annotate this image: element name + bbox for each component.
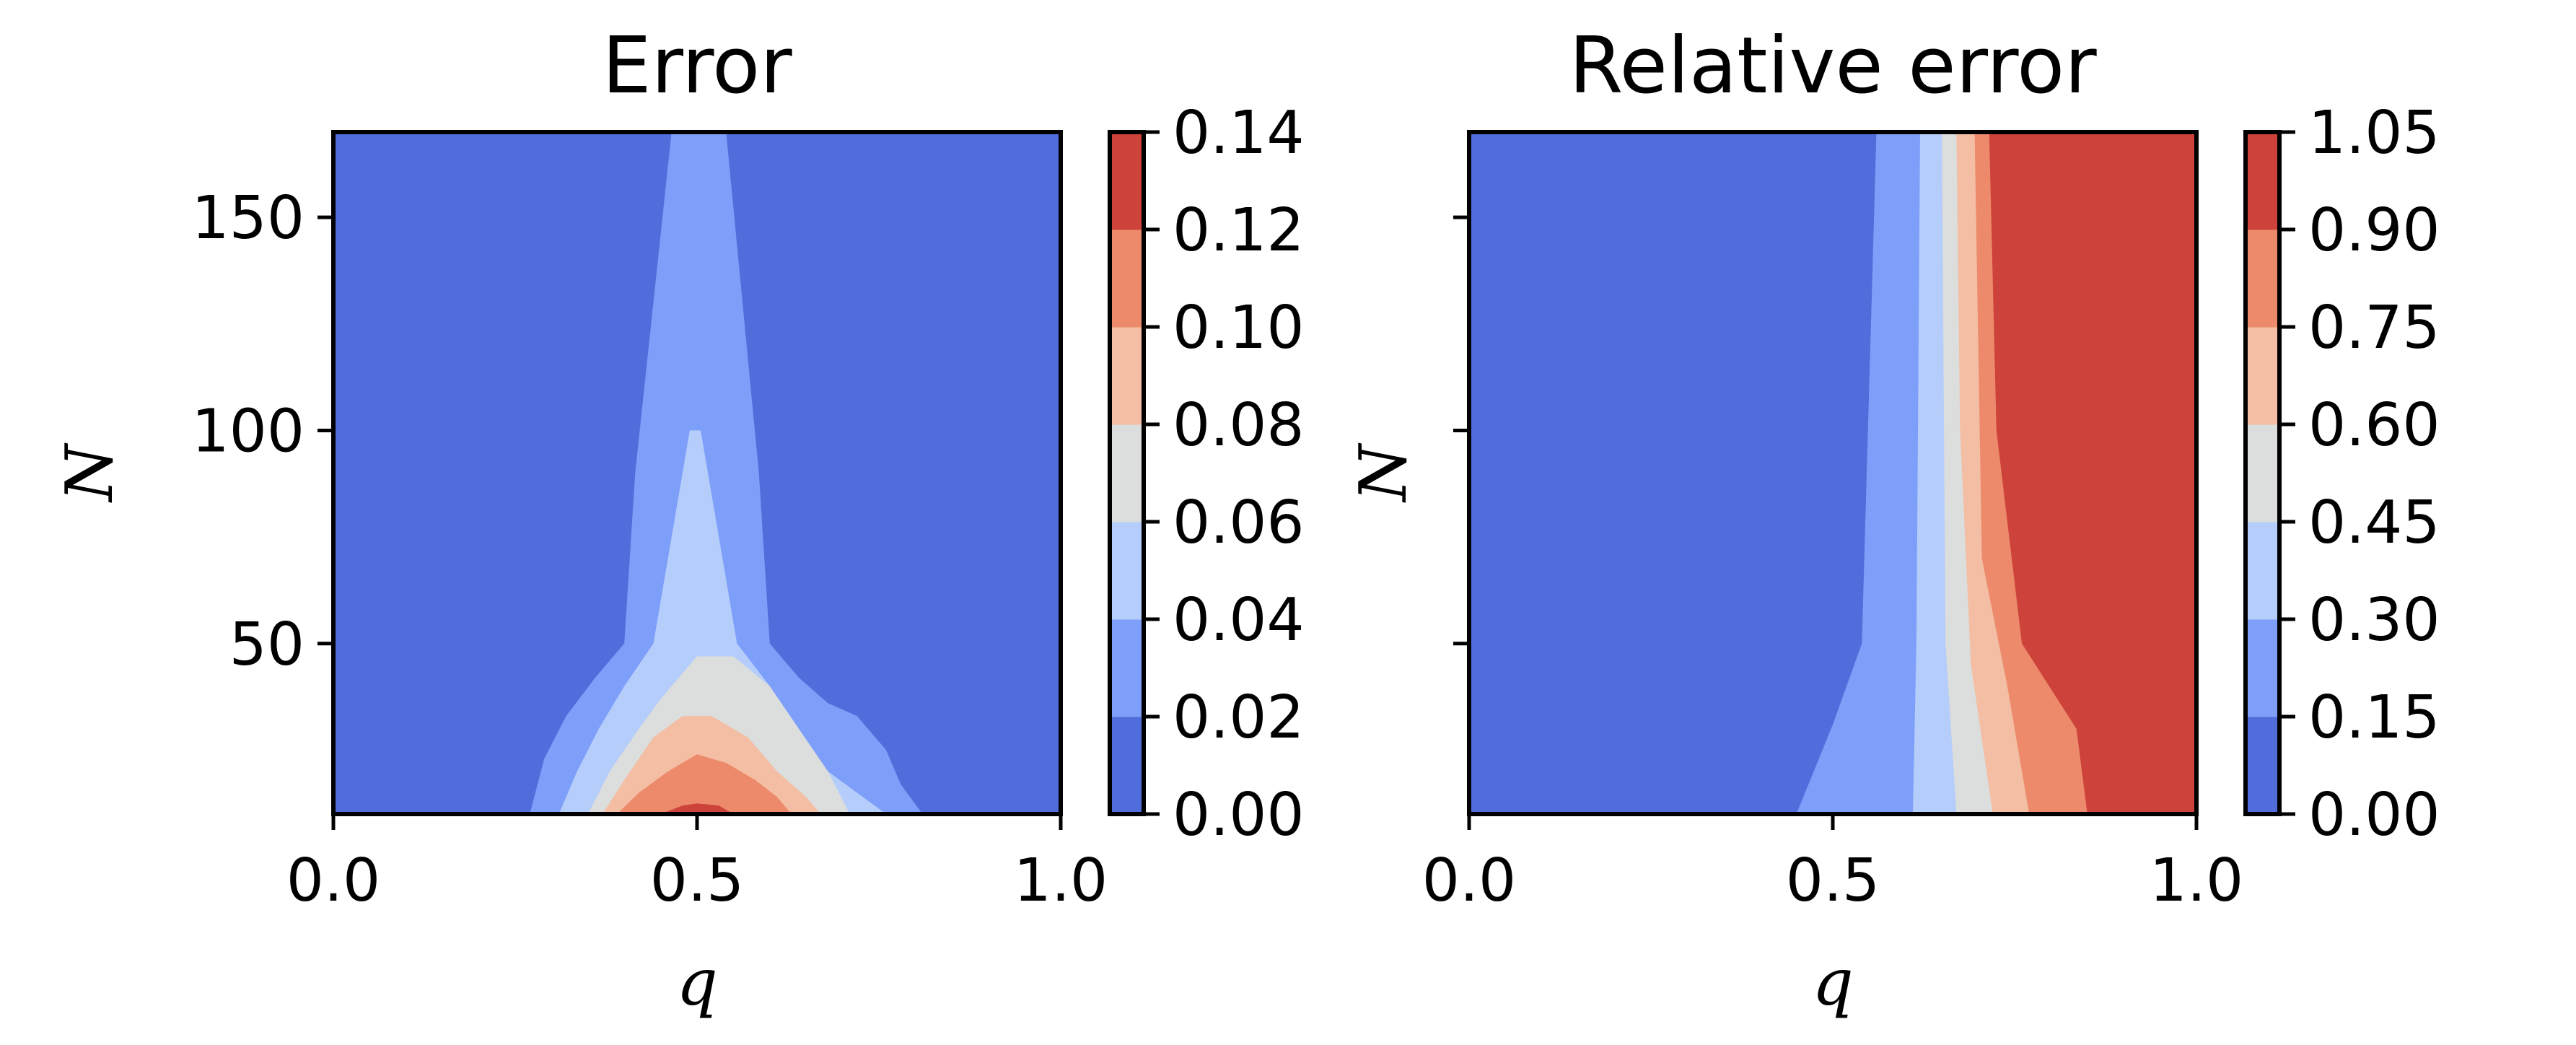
- error-band-6: [660, 803, 734, 814]
- error-colorbar-segment: [1110, 327, 1144, 425]
- error-colorbar-tick-label: 0.14: [1173, 99, 1305, 167]
- relative-error-x-tick-label: 1.0: [2150, 847, 2243, 915]
- error-title: Error: [602, 21, 792, 111]
- error-y-tick-label: 100: [191, 397, 305, 465]
- error-y-tick-label: 150: [191, 184, 305, 253]
- relative-error-colorbar-tick-label: 0.00: [2308, 781, 2440, 849]
- error-colorbar-segment: [1110, 717, 1144, 815]
- error-x-tick-label: 0.0: [286, 847, 380, 915]
- error-colorbar-segment: [1110, 229, 1144, 328]
- error-x-tick-label: 0.5: [650, 847, 744, 915]
- error-colorbar-tick-label: 0.02: [1173, 683, 1305, 752]
- error-colorbar-tick-label: 0.06: [1173, 489, 1305, 557]
- relative-error-title: Relative error: [1569, 21, 2097, 111]
- relative-error-colorbar: 0.00 0.15 0.30 0.45 0.60 0.75 0.90 1.05: [2243, 99, 2440, 849]
- error-colorbar: 0.00 0.02 0.04 0.06 0.08 0.10 0.12 0.14: [1108, 99, 1305, 849]
- relative-error-colorbar-segment: [2246, 132, 2279, 230]
- error-colorbar-tick-label: 0.08: [1173, 391, 1305, 460]
- error-x-tick-label: 1.0: [1014, 847, 1108, 915]
- relative-error-colorbar-tick-label: 0.75: [2308, 294, 2440, 362]
- relative-error-colorbar-segment: [2246, 522, 2279, 620]
- error-colorbar-segment: [1110, 132, 1144, 230]
- relative-error-colorbar-tick-label: 0.45: [2308, 489, 2440, 557]
- relative-error-panel: 0.0 0.5 1.0 Relative error q N 0.00 0.15 0.3…: [1346, 21, 2440, 1020]
- relative-error-x-tick-label: 0.0: [1422, 847, 1516, 915]
- relative-error-band-6: [1989, 132, 2196, 814]
- error-colorbar-tick-label: 0.00: [1173, 781, 1305, 849]
- relative-error-colorbar-segment: [2246, 717, 2279, 815]
- error-y-axis: 50 100 150: [191, 184, 333, 679]
- relative-error-x-tick-label: 0.5: [1786, 847, 1880, 915]
- relative-error-contour-plot: [1469, 132, 2196, 814]
- relative-error-y-axis: [1453, 215, 1469, 646]
- error-colorbar-tick-label: 0.12: [1173, 196, 1305, 265]
- error-y-tick-label: 50: [229, 611, 305, 679]
- relative-error-x-axis: 0.0 0.5 1.0: [1422, 814, 2243, 915]
- relative-error-colorbar-segment: [2246, 327, 2279, 425]
- error-colorbar-segment: [1110, 619, 1144, 717]
- error-contour-plot: [333, 132, 1061, 814]
- relative-error-colorbar-tick-label: 0.15: [2308, 683, 2440, 752]
- error-colorbar-segment: [1110, 424, 1144, 522]
- relative-error-colorbar-frame: [2243, 130, 2282, 816]
- relative-error-colorbar-tick-label: 1.05: [2308, 99, 2440, 167]
- relative-error-x-axis-label: q: [1812, 945, 1854, 1020]
- relative-error-y-axis-label: N: [1346, 442, 1421, 503]
- error-x-axis-label: q: [676, 945, 718, 1020]
- relative-error-colorbar-tick-label: 0.30: [2308, 586, 2440, 655]
- relative-error-colorbar-segment: [2246, 619, 2279, 717]
- error-band-5: [617, 754, 792, 814]
- error-y-axis-label: N: [52, 442, 128, 503]
- relative-error-colorbar-segment: [2246, 229, 2279, 328]
- error-colorbar-segment: [1110, 522, 1144, 620]
- error-colorbar-tick-label: 0.04: [1173, 586, 1305, 655]
- error-x-axis: 0.0 0.5 1.0: [286, 814, 1108, 915]
- error-band-1: [530, 132, 923, 814]
- relative-error-colorbar-tick-label: 0.90: [2308, 196, 2440, 265]
- error-band-2: [558, 430, 887, 814]
- error-colorbar-tick-label: 0.10: [1173, 294, 1305, 362]
- relative-error-colorbar-tick-label: 0.60: [2308, 391, 2440, 460]
- relative-error-colorbar-segment: [2246, 424, 2279, 522]
- error-colorbar-frame: [1108, 130, 1146, 816]
